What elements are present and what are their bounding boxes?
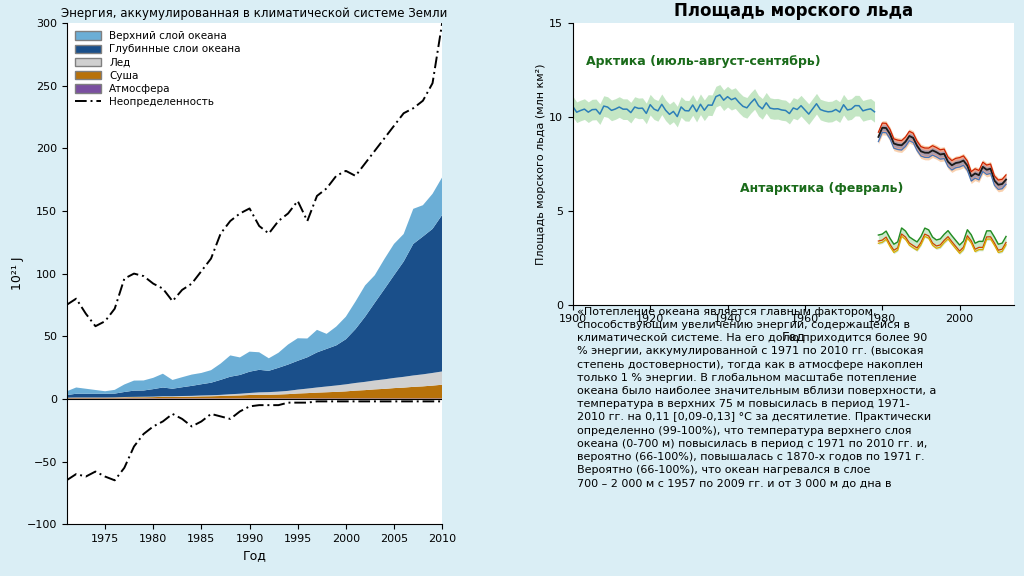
Title: Площадь морского льда: Площадь морского льда (674, 2, 912, 20)
Text: «Потепление океана является главным фактором,
способствующим увеличению энергии,: «Потепление океана является главным факт… (578, 307, 937, 488)
X-axis label: Год: Год (243, 550, 266, 562)
Title: Энергия, аккумулированная в климатической системе Земли: Энергия, аккумулированная в климатическо… (61, 7, 447, 21)
Legend: Верхний слой океана, Глубинные слои океана, Лед, Суша, Атмосфера, Неопределеннос: Верхний слой океана, Глубинные слои океа… (72, 28, 244, 110)
X-axis label: Год: Год (781, 330, 805, 343)
Text: Арктика (июль-август-сентябрь): Арктика (июль-август-сентябрь) (586, 55, 820, 69)
Y-axis label: 10²¹ J: 10²¹ J (10, 257, 24, 290)
Y-axis label: Площадь морского льда (млн км²): Площадь морского льда (млн км²) (537, 63, 547, 264)
Text: Антарктика (февраль): Антарктика (февраль) (740, 182, 904, 195)
